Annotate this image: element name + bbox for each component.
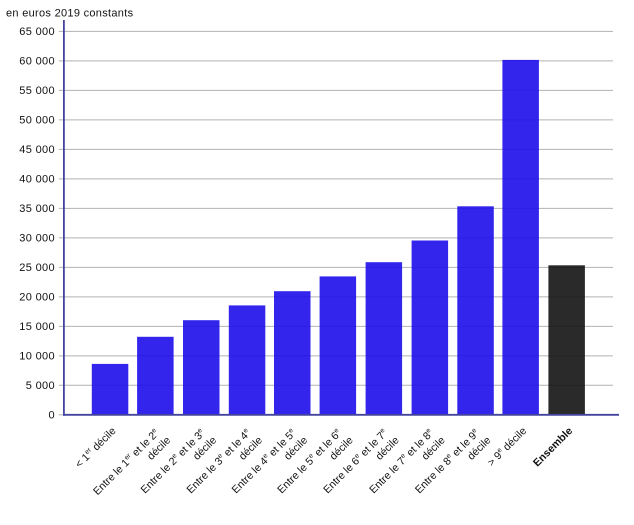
svg-text:35 000: 35 000 bbox=[19, 203, 55, 215]
svg-text:40 000: 40 000 bbox=[19, 173, 55, 185]
svg-text:55 000: 55 000 bbox=[19, 85, 55, 97]
svg-text:20 000: 20 000 bbox=[19, 291, 55, 303]
svg-text:65 000: 65 000 bbox=[19, 26, 55, 38]
svg-text:45 000: 45 000 bbox=[19, 144, 55, 156]
svg-text:60 000: 60 000 bbox=[19, 55, 55, 67]
svg-text:5 000: 5 000 bbox=[26, 380, 55, 392]
svg-text:en euros 2019 constants: en euros 2019 constants bbox=[6, 8, 134, 20]
svg-text:0: 0 bbox=[49, 409, 55, 421]
svg-text:30 000: 30 000 bbox=[19, 232, 55, 244]
svg-text:50 000: 50 000 bbox=[19, 114, 55, 126]
svg-text:15 000: 15 000 bbox=[19, 321, 55, 333]
svg-text:10 000: 10 000 bbox=[19, 350, 55, 362]
svg-text:25 000: 25 000 bbox=[19, 262, 55, 274]
